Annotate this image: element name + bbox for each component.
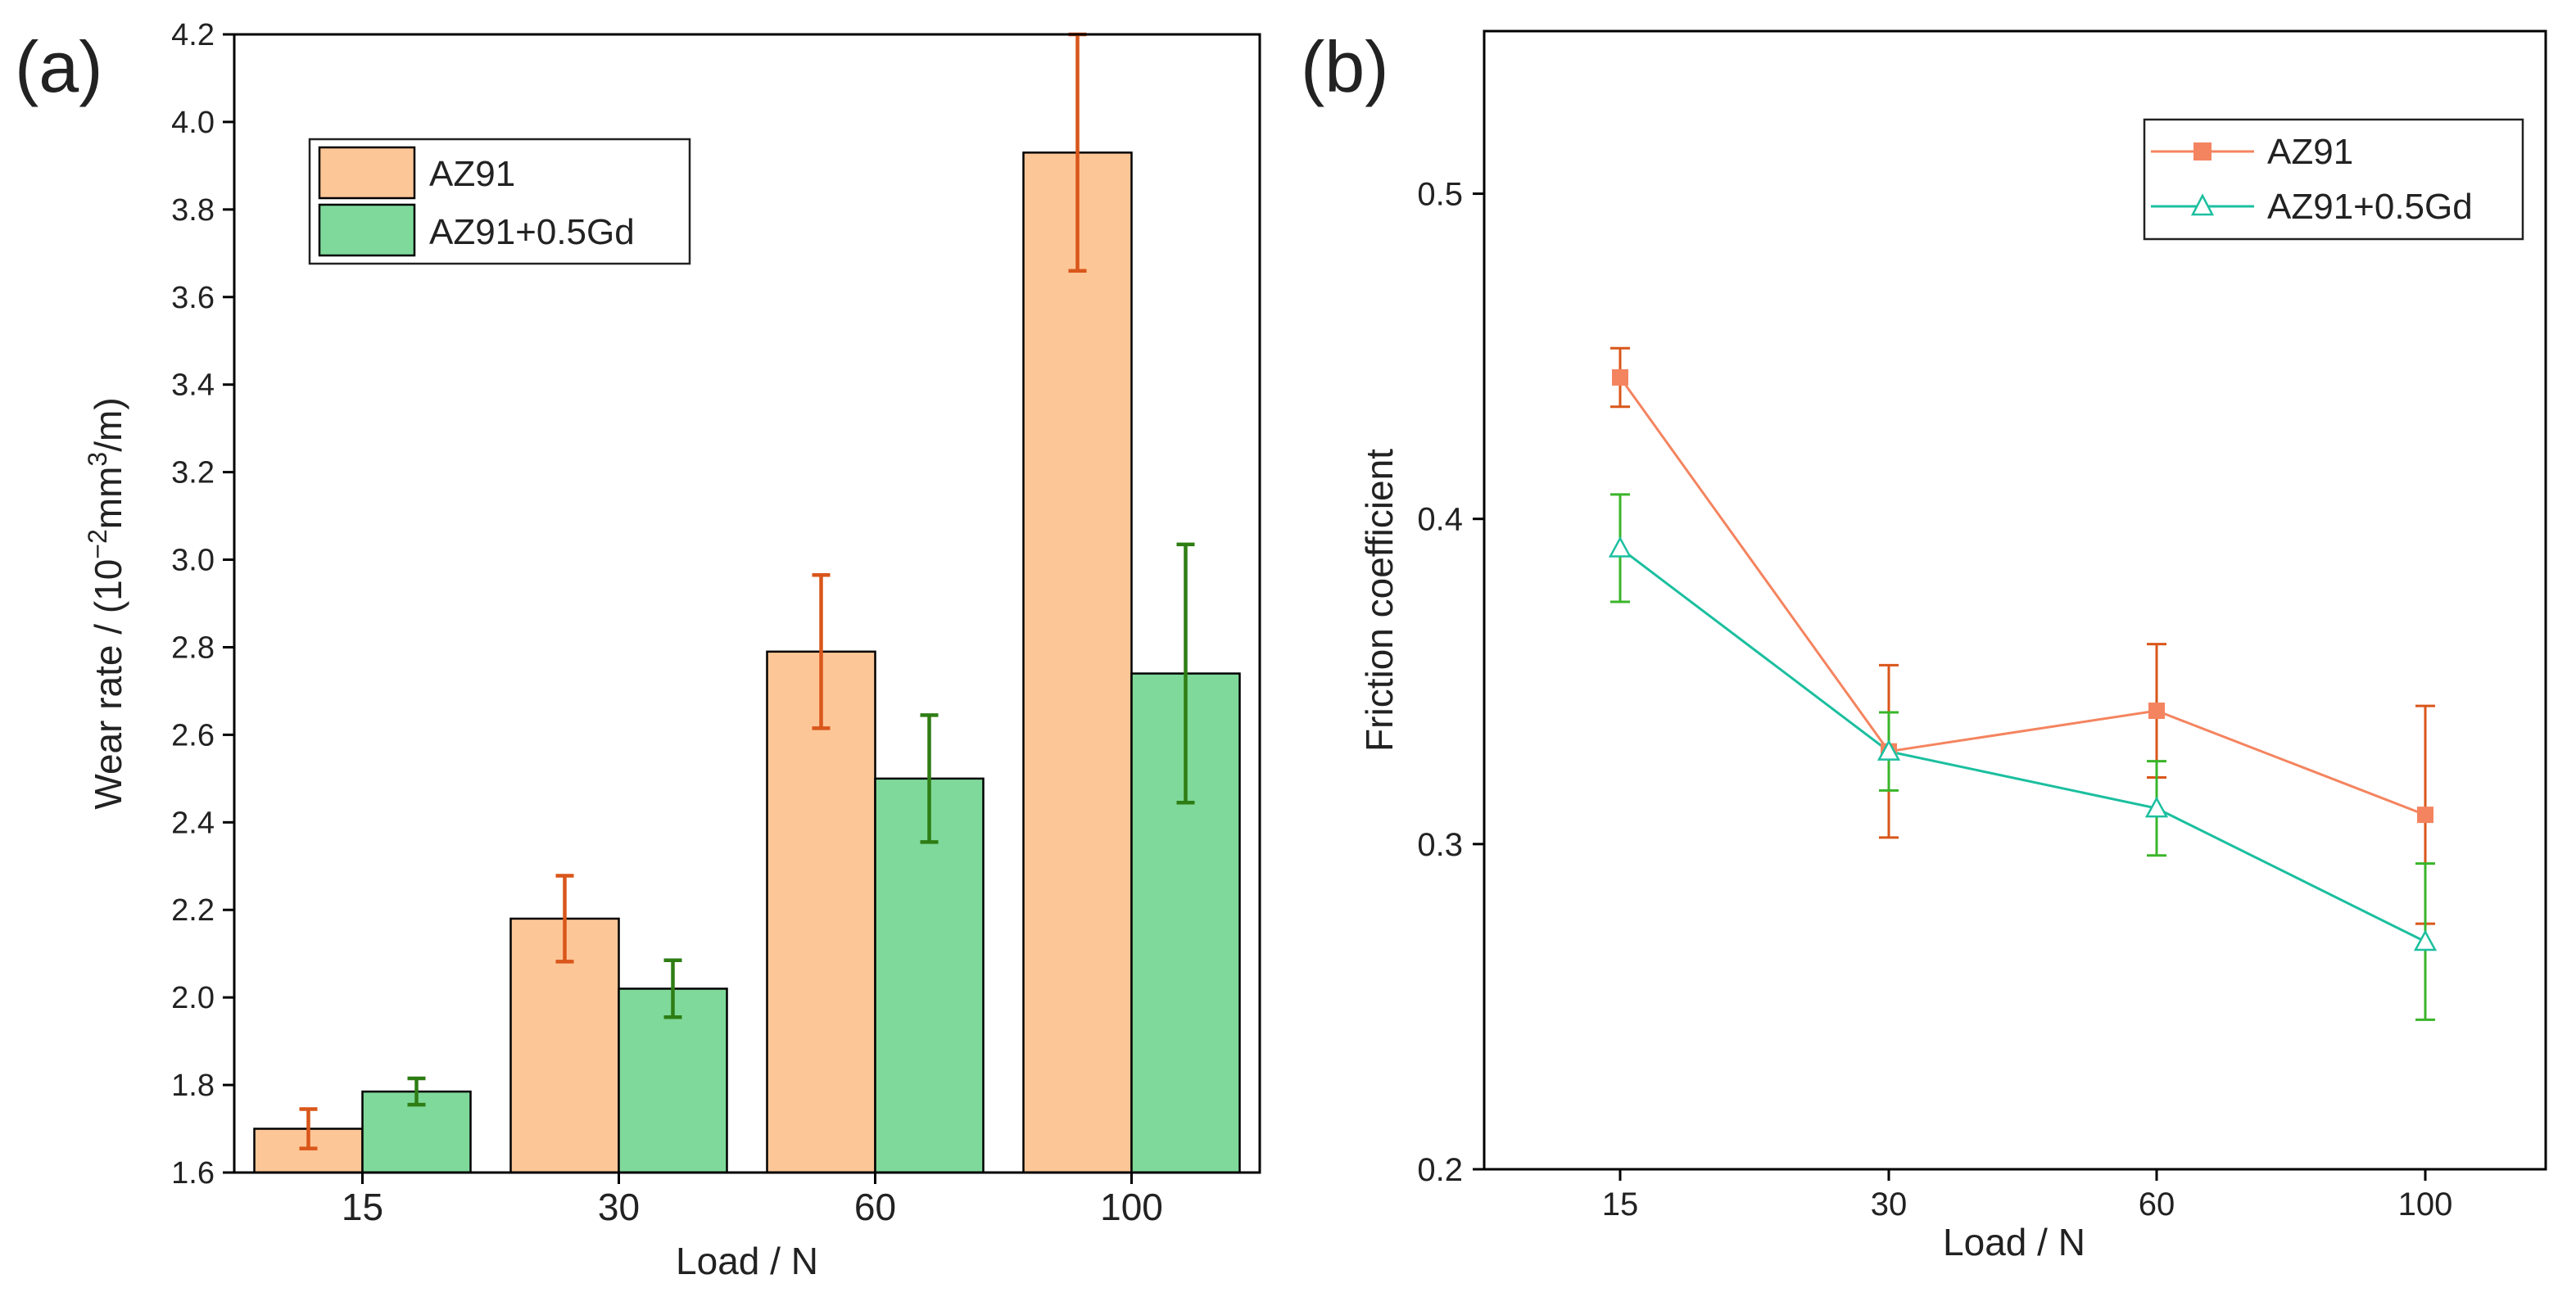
x-tick-label: 30 bbox=[598, 1186, 640, 1228]
legend-label-az91-gd: AZ91+0.5Gd bbox=[2267, 187, 2473, 227]
x-tick-label: 15 bbox=[1602, 1186, 1639, 1222]
error-bar-az91-gd-15 bbox=[407, 1076, 426, 1107]
y-tick-label: 4.2 bbox=[171, 18, 215, 52]
y-tick-label: 3.2 bbox=[171, 456, 215, 490]
wear-rate-y-axis: 1.6 1.8 2.0 2.2 2.4 2.6 2.8 3.0 3.2 3.4 3.6 3.8 4.0 4… bbox=[171, 18, 234, 1191]
y-tick-label: 2.0 bbox=[171, 981, 215, 1015]
legend-label-az91: AZ91 bbox=[429, 154, 515, 194]
wear-rate-plot-frame bbox=[233, 33, 1261, 1174]
series-line-az91 bbox=[1618, 377, 2426, 816]
y-tick-label: 4.0 bbox=[171, 106, 215, 140]
bar-az91-gd-15 bbox=[361, 1090, 472, 1174]
wear-rate-chart: (a) 1.6 1.8 2.0 2.2 2.4 2.6 2.8 3.0 3.2 3.4 3.6 3.8… bbox=[15, 18, 1261, 1282]
y-tick-label: 2.8 bbox=[171, 630, 215, 665]
y-tick-label: 3.0 bbox=[171, 544, 215, 578]
marker-az91-15 bbox=[1612, 368, 1628, 386]
y-tick-label: 2.6 bbox=[171, 718, 215, 752]
legend-label-az91: AZ91 bbox=[2267, 132, 2353, 172]
friction-coefficient-chart: (b) 0.2 0.3 0.4 0.5 15 30 60 100 Load / N Fric… bbox=[1301, 26, 2547, 1263]
error-bar-az91-30 bbox=[555, 874, 574, 964]
friction-x-axis: 15 30 60 100 bbox=[1602, 1169, 2453, 1222]
marker-az91-gd-15 bbox=[1608, 536, 1632, 558]
y-tick-label: 0.3 bbox=[1417, 827, 1463, 863]
panel-b-label: (b) bbox=[1301, 26, 1389, 107]
marker-az91-60 bbox=[2148, 703, 2165, 720]
error-bar-az91-gd-100 bbox=[1176, 542, 1195, 805]
legend-swatch-az91 bbox=[318, 146, 416, 200]
y-tick-label: 1.6 bbox=[171, 1156, 215, 1191]
error-bar-az91-60 bbox=[812, 573, 831, 730]
friction-error-bars bbox=[1610, 346, 2435, 1021]
friction-y-axis: 0.2 0.3 0.4 0.5 bbox=[1417, 177, 1484, 1188]
friction-plot-frame bbox=[1483, 29, 2547, 1171]
wear-rate-x-axis: 15 30 60 100 bbox=[342, 1173, 1163, 1228]
wear-rate-bars bbox=[253, 151, 1241, 1174]
panel-a-label: (a) bbox=[15, 26, 103, 107]
error-bar-az91-15 bbox=[299, 1107, 318, 1150]
legend-box bbox=[2143, 118, 2524, 241]
x-tick-label: 100 bbox=[1100, 1186, 1163, 1228]
marker-az91-100 bbox=[2417, 807, 2433, 824]
x-tick-label: 15 bbox=[342, 1186, 383, 1228]
series-line-az91-gd bbox=[1619, 547, 2426, 943]
marker-az91-gd-30 bbox=[1877, 739, 1901, 761]
wear-rate-legend: AZ91 AZ91+0.5Gd bbox=[308, 138, 691, 265]
y-tick-label: 0.4 bbox=[1417, 502, 1463, 538]
error-bar-az91-gd-30 bbox=[663, 958, 682, 1019]
x-tick-label: 60 bbox=[854, 1186, 896, 1228]
y-tick-label: 3.6 bbox=[171, 281, 215, 315]
y-tick-label: 0.5 bbox=[1417, 177, 1463, 213]
wear-rate-y-axis-title: Wear rate / (10−2mm3/m) bbox=[83, 397, 129, 809]
x-tick-label: 60 bbox=[2139, 1186, 2175, 1222]
wear-rate-x-axis-title: Load / N bbox=[676, 1240, 818, 1282]
y-tick-label: 3.8 bbox=[171, 193, 215, 228]
x-tick-label: 30 bbox=[1871, 1186, 1908, 1222]
y-tick-label: 3.4 bbox=[171, 368, 215, 403]
marker-az91-gd-60 bbox=[2144, 796, 2169, 818]
y-tick-label: 1.8 bbox=[171, 1069, 215, 1103]
y-tick-label: 2.4 bbox=[171, 806, 215, 840]
friction-x-axis-title: Load / N bbox=[1943, 1221, 2085, 1263]
legend-marker-az91 bbox=[2193, 142, 2212, 160]
legend-label-az91-gd: AZ91+0.5Gd bbox=[429, 212, 635, 252]
bar-az91-gd-60 bbox=[874, 777, 985, 1174]
x-tick-label: 100 bbox=[2398, 1186, 2453, 1222]
legend-marker-az91-gd bbox=[2190, 193, 2215, 216]
bar-az91-100 bbox=[1022, 151, 1133, 1174]
marker-az91-gd-100 bbox=[2413, 929, 2438, 951]
y-tick-label: 0.2 bbox=[1417, 1152, 1463, 1188]
friction-y-axis-title: Friction coefficient bbox=[1358, 449, 1401, 752]
legend-swatch-az91-gd bbox=[318, 203, 416, 257]
friction-legend: AZ91 AZ91+0.5Gd bbox=[2143, 118, 2524, 241]
friction-series-lines bbox=[1618, 377, 2426, 943]
friction-markers bbox=[1608, 368, 2438, 951]
wear-rate-error-bars bbox=[299, 32, 1195, 1150]
error-bar-az91-gd-60 bbox=[920, 713, 939, 844]
y-tick-label: 2.2 bbox=[171, 893, 215, 928]
